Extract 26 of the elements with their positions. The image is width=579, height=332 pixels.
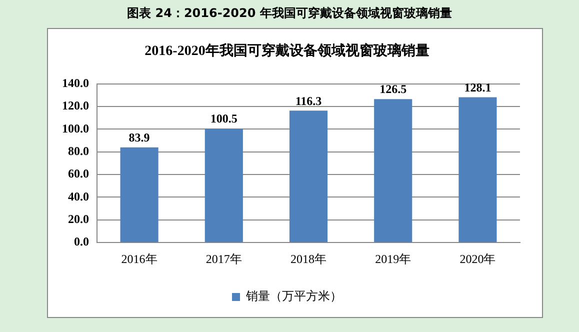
- bar: [374, 99, 412, 242]
- data-label: 126.5: [380, 82, 407, 96]
- y-tick-label: 60.0: [68, 166, 89, 181]
- legend-label: 销量（万平方米）: [245, 289, 342, 304]
- data-label: 100.5: [210, 112, 238, 126]
- bar: [120, 147, 158, 242]
- bar: [204, 128, 243, 242]
- y-tick-label: 0.0: [74, 234, 89, 249]
- bar: [289, 110, 328, 242]
- data-label: 116.3: [295, 94, 322, 108]
- chart-title: 2016-2020年我国可穿戴设备领域视窗玻璃销量: [144, 42, 430, 60]
- y-tick-label: 140.0: [62, 76, 89, 90]
- y-tick-label: 120.0: [62, 98, 89, 113]
- x-tick-label: 2019年: [375, 252, 412, 266]
- x-tick-label: 2016年: [121, 252, 158, 266]
- y-tick-label: 100.0: [62, 121, 89, 136]
- x-tick-label: 2017年: [206, 252, 242, 266]
- data-label: 83.9: [128, 130, 150, 145]
- x-tick-label: 2020年: [460, 252, 496, 266]
- y-tick-label: 20.0: [68, 212, 89, 226]
- y-tick-label: 40.0: [68, 189, 89, 204]
- text: 图表 24：2016-2020 年我国可穿戴设备领域视窗玻璃销量: [126, 5, 453, 22]
- x-tick-label: 2018年: [290, 252, 326, 266]
- data-label: 128.1: [464, 80, 492, 94]
- bar: [458, 97, 497, 242]
- y-tick-label: 80.0: [68, 144, 89, 158]
